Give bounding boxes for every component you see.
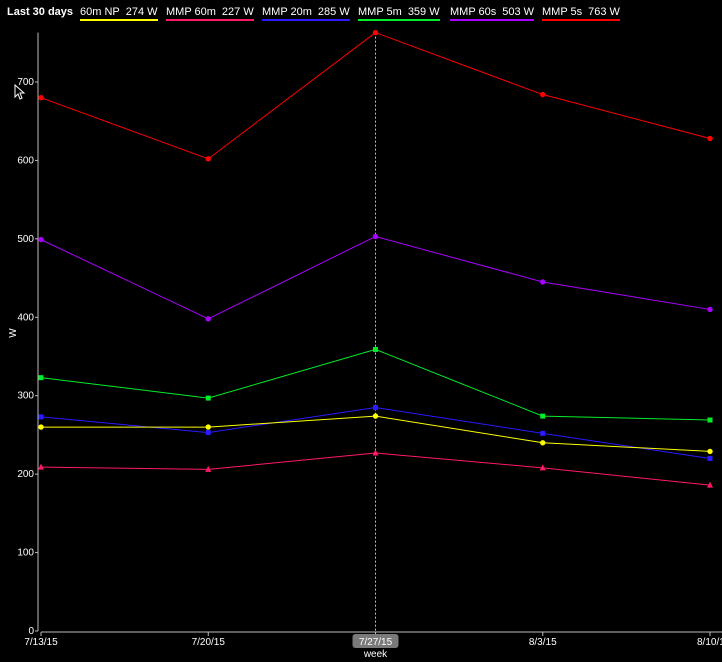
legend-value: 359 W — [407, 6, 440, 18]
x-tick-label: 7/13/15 — [24, 637, 58, 648]
data-point-mmp-60m — [539, 464, 546, 471]
data-point-mmp-60s — [205, 316, 211, 322]
data-point-mmp-5m — [707, 417, 713, 423]
data-point-60m-np — [540, 440, 546, 446]
data-point-60m-np — [707, 448, 713, 455]
legend-value: 285 W — [317, 6, 350, 18]
data-point-mmp-5m — [205, 395, 211, 401]
data-point-mmp-60s — [38, 236, 44, 243]
legend-label: MMP 60m — [166, 6, 216, 18]
data-point-mmp-60m — [707, 481, 713, 488]
y-tick-label: 500 — [17, 234, 34, 245]
data-point-mmp-20m — [38, 414, 44, 420]
data-point-60m-np — [38, 424, 44, 430]
legend-label: MMP 20m — [262, 6, 312, 18]
legend-value: 274 W — [125, 6, 158, 18]
y-tick-label: 200 — [17, 469, 34, 480]
x-axis-title: week — [363, 649, 388, 660]
data-point-mmp-60s — [707, 306, 713, 313]
x-tick-label: 8/3/15 — [529, 637, 557, 648]
data-point-mmp-60m — [205, 465, 212, 472]
legend-value: 503 W — [502, 6, 535, 18]
legend-label: MMP 60s — [450, 6, 497, 18]
y-tick-label: 300 — [17, 391, 34, 402]
data-point-60m-np — [205, 424, 211, 430]
data-point-mmp-5s — [707, 135, 713, 142]
legend-item-mmp-20m[interactable]: MMP 20m 285 W — [262, 6, 350, 21]
legend-item-mmp-5s[interactable]: MMP 5s 763 W — [542, 6, 620, 21]
data-point-mmp-20m — [205, 430, 211, 436]
data-point-mmp-60m — [372, 449, 379, 456]
data-point-mmp-20m — [540, 430, 546, 436]
x-highlight-badge — [352, 634, 399, 648]
data-point-60m-np — [372, 413, 379, 419]
data-point-mmp-5s — [540, 91, 546, 98]
chart-header: Last 30 days 60m NP 274 W MMP 60m 227 W MMP … — [0, 0, 722, 24]
data-point-mmp-5m — [540, 413, 546, 419]
data-point-mmp-20m — [707, 455, 713, 461]
x-tick-label: 8/10/1 — [697, 637, 722, 648]
y-tick-label: 0 — [28, 626, 34, 637]
data-point-mmp-5m — [373, 346, 378, 352]
data-point-mmp-20m — [373, 404, 378, 410]
data-point-mmp-5s — [38, 94, 44, 101]
legend-label: MMP 5m — [358, 6, 402, 18]
x-tick-label: 7/20/15 — [192, 637, 226, 648]
legend-item-mmp-60m[interactable]: MMP 60m 227 W — [166, 6, 254, 21]
data-point-mmp-5s — [372, 29, 379, 36]
y-tick-label: 400 — [17, 312, 34, 323]
legend-value: 227 W — [221, 6, 254, 18]
legend-value: 763 W — [588, 6, 620, 18]
legend-item-60m-np[interactable]: 60m NP 274 W — [80, 6, 158, 21]
data-point-mmp-5s — [205, 156, 211, 162]
legend-item-mmp-5m[interactable]: MMP 5m 359 W — [358, 6, 440, 21]
data-point-mmp-60s — [372, 233, 379, 240]
series-line-mmp-5s — [40, 32, 711, 160]
legend-item-mmp-60s[interactable]: MMP 60s 503 W — [450, 6, 535, 21]
data-point-mmp-60s — [540, 279, 546, 285]
data-point-mmp-60m — [38, 463, 44, 470]
mouse-cursor-icon — [14, 83, 26, 100]
y-tick-label: 100 — [17, 548, 34, 559]
legend-label: MMP 5s — [542, 6, 583, 18]
y-tick-label: 600 — [17, 155, 34, 166]
x-tick-label: 7/27/15 — [359, 637, 393, 648]
legend-label: 60m NP — [80, 6, 120, 18]
data-point-mmp-5m — [38, 375, 44, 381]
y-axis-title: W — [8, 328, 19, 338]
period-label[interactable]: Last 30 days — [7, 6, 74, 18]
y-tick-label: 700 — [17, 77, 34, 88]
